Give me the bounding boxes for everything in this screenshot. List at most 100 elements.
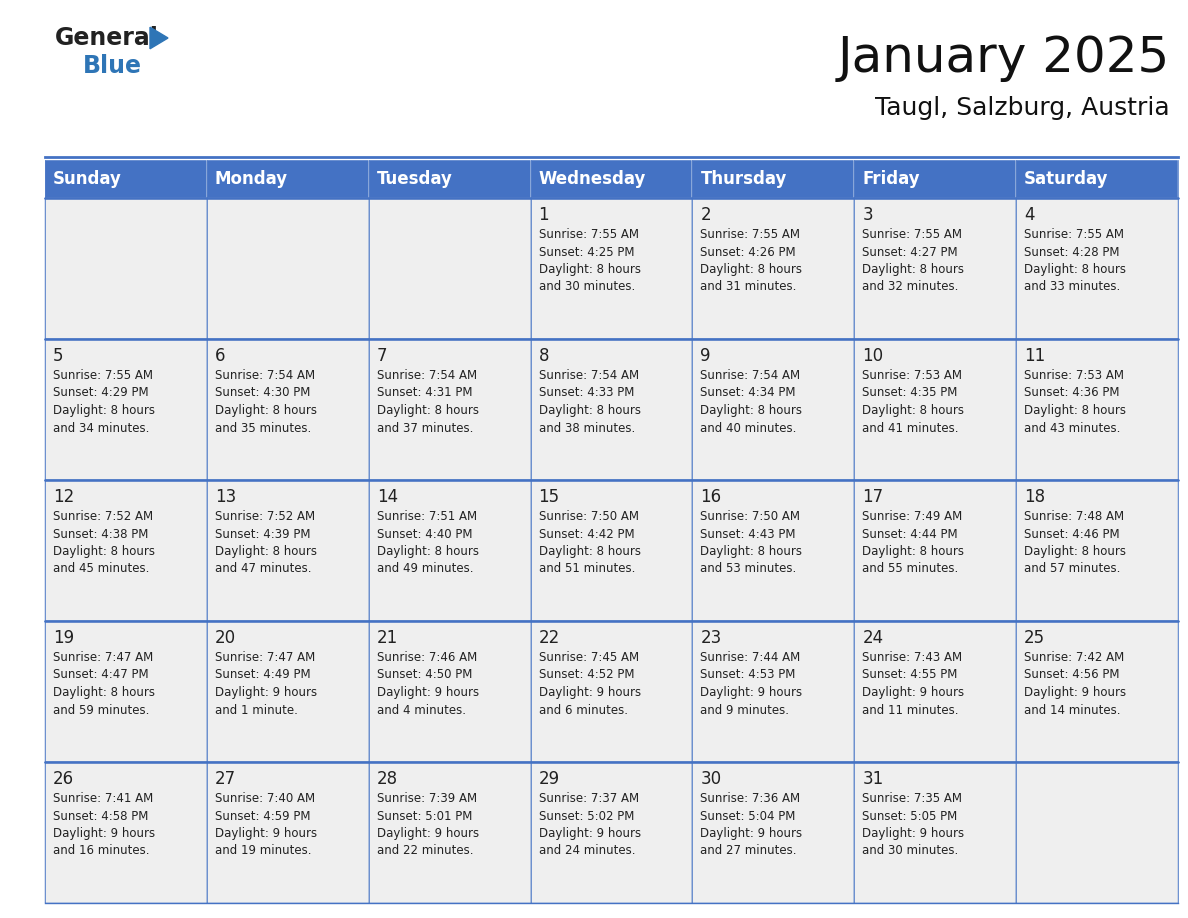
Text: Sunrise: 7:41 AM
Sunset: 4:58 PM
Daylight: 9 hours
and 16 minutes.: Sunrise: 7:41 AM Sunset: 4:58 PM Dayligh… [53,792,156,857]
Text: 26: 26 [53,770,74,788]
Text: 12: 12 [53,488,74,506]
Bar [368,339,531,480]
Text: #222222: #222222 [55,38,165,62]
Bar [531,480,693,621]
Text: Sunrise: 7:54 AM
Sunset: 4:31 PM
Daylight: 8 hours
and 37 minutes.: Sunrise: 7:54 AM Sunset: 4:31 PM Dayligh… [377,369,479,434]
Bar [1016,160,1178,198]
Text: 28: 28 [377,770,398,788]
Bar [45,160,207,198]
Text: Sunrise: 7:55 AM
Sunset: 4:29 PM
Daylight: 8 hours
and 34 minutes.: Sunrise: 7:55 AM Sunset: 4:29 PM Dayligh… [53,369,154,434]
Bar [207,480,368,621]
Bar [854,339,1016,480]
Bar [693,621,854,762]
Bar [531,160,693,198]
Text: Sunrise: 7:36 AM
Sunset: 5:04 PM
Daylight: 9 hours
and 27 minutes.: Sunrise: 7:36 AM Sunset: 5:04 PM Dayligh… [701,792,803,857]
Polygon shape [150,28,168,49]
Bar [854,621,1016,762]
Text: Sunrise: 7:55 AM
Sunset: 4:27 PM
Daylight: 8 hours
and 32 minutes.: Sunrise: 7:55 AM Sunset: 4:27 PM Dayligh… [862,228,965,294]
Bar [531,198,693,339]
Text: Sunrise: 7:47 AM
Sunset: 4:49 PM
Daylight: 9 hours
and 1 minute.: Sunrise: 7:47 AM Sunset: 4:49 PM Dayligh… [215,651,317,717]
Text: Sunrise: 7:44 AM
Sunset: 4:53 PM
Daylight: 9 hours
and 9 minutes.: Sunrise: 7:44 AM Sunset: 4:53 PM Dayligh… [701,651,803,717]
Text: 24: 24 [862,629,884,647]
Text: Tuesday: Tuesday [377,170,453,188]
Text: 23: 23 [701,629,721,647]
Text: Sunrise: 7:55 AM
Sunset: 4:26 PM
Daylight: 8 hours
and 31 minutes.: Sunrise: 7:55 AM Sunset: 4:26 PM Dayligh… [701,228,802,294]
Text: 6: 6 [215,347,226,365]
Text: Sunrise: 7:40 AM
Sunset: 4:59 PM
Daylight: 9 hours
and 19 minutes.: Sunrise: 7:40 AM Sunset: 4:59 PM Dayligh… [215,792,317,857]
Text: Sunrise: 7:54 AM
Sunset: 4:34 PM
Daylight: 8 hours
and 40 minutes.: Sunrise: 7:54 AM Sunset: 4:34 PM Dayligh… [701,369,802,434]
Bar [531,339,693,480]
Text: Sunday: Sunday [53,170,122,188]
Text: 2: 2 [701,206,712,224]
Text: 22: 22 [538,629,560,647]
Text: 8: 8 [538,347,549,365]
Text: Sunrise: 7:52 AM
Sunset: 4:38 PM
Daylight: 8 hours
and 45 minutes.: Sunrise: 7:52 AM Sunset: 4:38 PM Dayligh… [53,510,154,576]
Text: Sunrise: 7:45 AM
Sunset: 4:52 PM
Daylight: 9 hours
and 6 minutes.: Sunrise: 7:45 AM Sunset: 4:52 PM Dayligh… [538,651,640,717]
Text: Friday: Friday [862,170,920,188]
Bar [693,160,854,198]
Text: Sunrise: 7:53 AM
Sunset: 4:35 PM
Daylight: 8 hours
and 41 minutes.: Sunrise: 7:53 AM Sunset: 4:35 PM Dayligh… [862,369,965,434]
Text: 14: 14 [377,488,398,506]
Text: 10: 10 [862,347,884,365]
Text: 4: 4 [1024,206,1035,224]
Bar [368,762,531,903]
Bar [207,339,368,480]
Text: 11: 11 [1024,347,1045,365]
Text: Thursday: Thursday [701,170,786,188]
Bar [693,480,854,621]
Text: Taugl, Salzburg, Austria: Taugl, Salzburg, Austria [876,96,1170,120]
Bar [207,160,368,198]
Text: Sunrise: 7:54 AM
Sunset: 4:33 PM
Daylight: 8 hours
and 38 minutes.: Sunrise: 7:54 AM Sunset: 4:33 PM Dayligh… [538,369,640,434]
Bar [1016,339,1178,480]
Bar [45,339,207,480]
Text: Sunrise: 7:52 AM
Sunset: 4:39 PM
Daylight: 8 hours
and 47 minutes.: Sunrise: 7:52 AM Sunset: 4:39 PM Dayligh… [215,510,317,576]
Bar [207,621,368,762]
Text: 15: 15 [538,488,560,506]
Text: Monday: Monday [215,170,287,188]
Text: Sunrise: 7:51 AM
Sunset: 4:40 PM
Daylight: 8 hours
and 49 minutes.: Sunrise: 7:51 AM Sunset: 4:40 PM Dayligh… [377,510,479,576]
Bar [207,762,368,903]
Bar [1016,198,1178,339]
Text: Sunrise: 7:46 AM
Sunset: 4:50 PM
Daylight: 9 hours
and 4 minutes.: Sunrise: 7:46 AM Sunset: 4:50 PM Dayligh… [377,651,479,717]
Bar [45,198,207,339]
Bar [1016,621,1178,762]
Text: Sunrise: 7:48 AM
Sunset: 4:46 PM
Daylight: 8 hours
and 57 minutes.: Sunrise: 7:48 AM Sunset: 4:46 PM Dayligh… [1024,510,1126,576]
Text: 18: 18 [1024,488,1045,506]
Text: 19: 19 [53,629,74,647]
Bar [45,621,207,762]
Text: 7: 7 [377,347,387,365]
Bar [207,198,368,339]
Text: Sunrise: 7:55 AM
Sunset: 4:25 PM
Daylight: 8 hours
and 30 minutes.: Sunrise: 7:55 AM Sunset: 4:25 PM Dayligh… [538,228,640,294]
Bar [1016,762,1178,903]
Text: 29: 29 [538,770,560,788]
Text: 13: 13 [215,488,236,506]
Text: Wednesday: Wednesday [538,170,646,188]
Text: 21: 21 [377,629,398,647]
Bar [693,339,854,480]
Bar [368,621,531,762]
Bar [854,480,1016,621]
Bar [368,160,531,198]
Bar [45,480,207,621]
Text: 27: 27 [215,770,236,788]
Text: Sunrise: 7:39 AM
Sunset: 5:01 PM
Daylight: 9 hours
and 22 minutes.: Sunrise: 7:39 AM Sunset: 5:01 PM Dayligh… [377,792,479,857]
Text: Sunrise: 7:54 AM
Sunset: 4:30 PM
Daylight: 8 hours
and 35 minutes.: Sunrise: 7:54 AM Sunset: 4:30 PM Dayligh… [215,369,317,434]
Text: 3: 3 [862,206,873,224]
Bar [693,762,854,903]
Bar [531,621,693,762]
Bar [1016,480,1178,621]
Bar [368,198,531,339]
Bar [45,762,207,903]
Text: Sunrise: 7:50 AM
Sunset: 4:43 PM
Daylight: 8 hours
and 53 minutes.: Sunrise: 7:50 AM Sunset: 4:43 PM Dayligh… [701,510,802,576]
Text: Sunrise: 7:42 AM
Sunset: 4:56 PM
Daylight: 9 hours
and 14 minutes.: Sunrise: 7:42 AM Sunset: 4:56 PM Dayligh… [1024,651,1126,717]
Text: General: General [55,26,159,50]
Text: 17: 17 [862,488,884,506]
Text: Sunrise: 7:53 AM
Sunset: 4:36 PM
Daylight: 8 hours
and 43 minutes.: Sunrise: 7:53 AM Sunset: 4:36 PM Dayligh… [1024,369,1126,434]
Text: Sunrise: 7:49 AM
Sunset: 4:44 PM
Daylight: 8 hours
and 55 minutes.: Sunrise: 7:49 AM Sunset: 4:44 PM Dayligh… [862,510,965,576]
Text: Sunrise: 7:35 AM
Sunset: 5:05 PM
Daylight: 9 hours
and 30 minutes.: Sunrise: 7:35 AM Sunset: 5:05 PM Dayligh… [862,792,965,857]
Bar [693,198,854,339]
Bar [368,480,531,621]
Text: Sunrise: 7:43 AM
Sunset: 4:55 PM
Daylight: 9 hours
and 11 minutes.: Sunrise: 7:43 AM Sunset: 4:55 PM Dayligh… [862,651,965,717]
Bar [854,762,1016,903]
Text: 16: 16 [701,488,721,506]
